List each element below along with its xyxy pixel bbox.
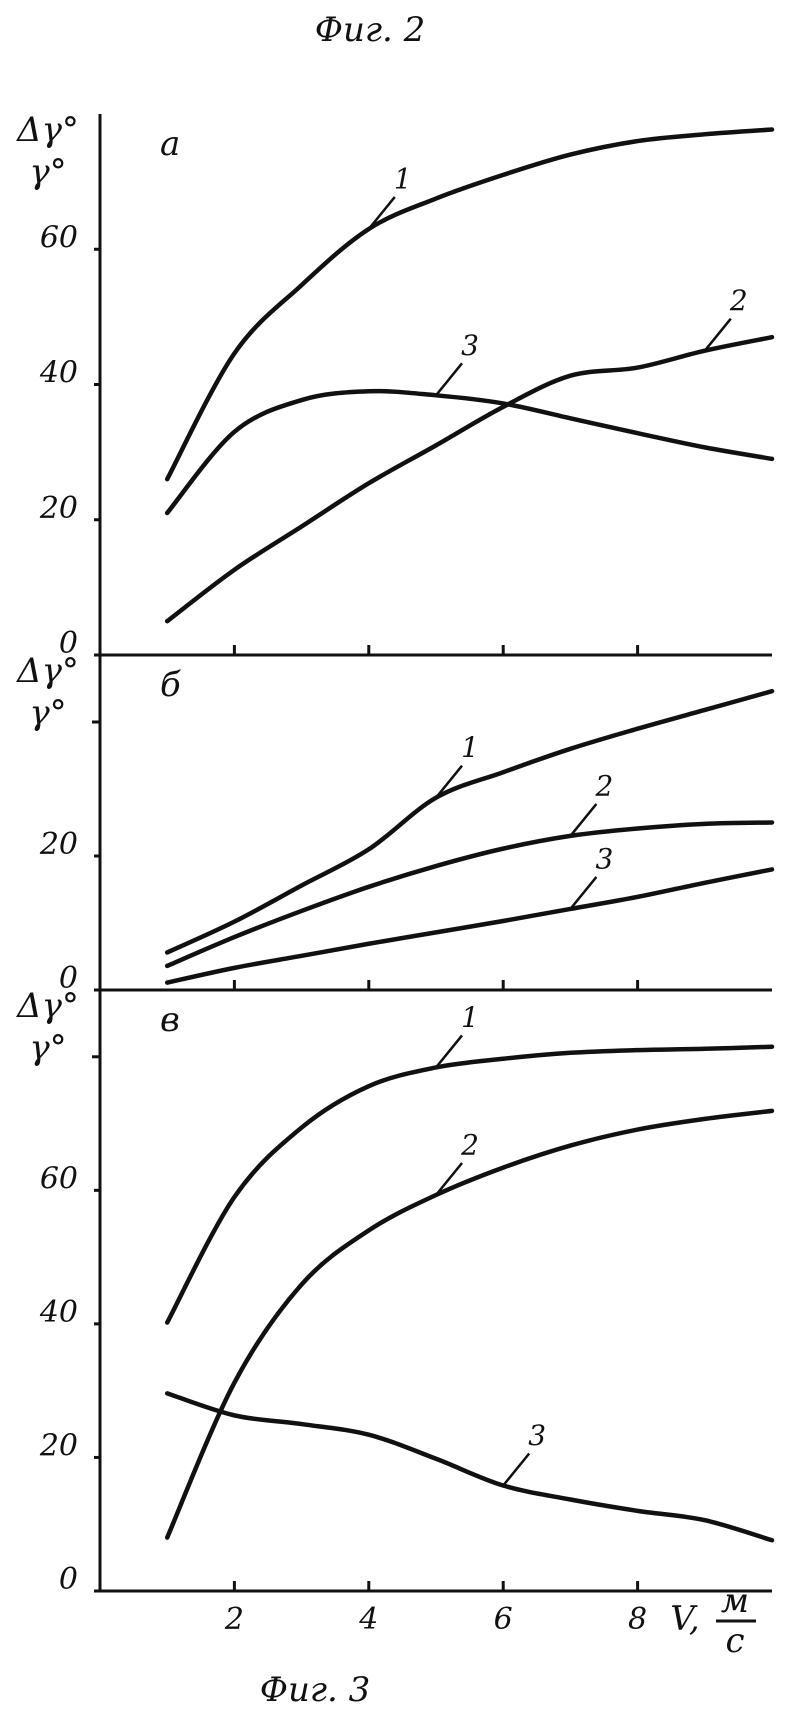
y-tick-label: 20 — [39, 1428, 78, 1463]
x-tick-label: 6 — [494, 1602, 513, 1637]
curve-label: 2 — [594, 769, 613, 802]
x-tick-label: 8 — [628, 1602, 647, 1637]
x-unit-num: м — [721, 1581, 749, 1621]
leader-line — [436, 363, 462, 395]
y-axis-label: γ° — [29, 152, 66, 192]
curve-label: 3 — [461, 329, 479, 362]
curve — [167, 823, 772, 966]
curve-label: 3 — [595, 842, 613, 875]
curve — [167, 1047, 772, 1323]
curve-label: 1 — [461, 1001, 479, 1034]
x-unit-den: с — [725, 1621, 744, 1661]
leader-line — [503, 1453, 529, 1485]
figure-caption: Фиг. 3 — [260, 1670, 371, 1710]
y-tick-label: 60 — [40, 1161, 78, 1196]
x-axis-label: V, — [670, 1599, 699, 1639]
y-tick-label: 20 — [39, 491, 78, 526]
y-tick-label: 20 — [39, 827, 78, 862]
y-tick-label: 40 — [39, 356, 78, 391]
y-tick-label: 60 — [40, 220, 78, 255]
figure-title: Фиг. 2 — [315, 10, 426, 50]
x-tick-label: 2 — [224, 1602, 244, 1637]
curve-label: 2 — [729, 284, 748, 317]
curve-label: 1 — [394, 162, 412, 195]
y-axis-label: γ° — [29, 693, 66, 733]
leader-line — [369, 197, 395, 229]
panel-label: в — [160, 1000, 180, 1040]
panel-label: а — [160, 124, 180, 164]
y-axis-label: Δγ° — [15, 110, 79, 150]
curve-label: 1 — [461, 731, 479, 764]
curve — [167, 391, 772, 513]
figure: Фиг. 2 Фиг. 3 аΔγ°γ°0204060123бΔγ°γ°0201… — [0, 0, 800, 1718]
y-axis-label: γ° — [29, 1028, 66, 1068]
curve — [167, 1393, 772, 1540]
curve-label: 2 — [460, 1129, 479, 1162]
y-tick-label: 0 — [59, 1562, 78, 1597]
y-tick-label: 40 — [39, 1295, 78, 1330]
curve-label: 3 — [528, 1419, 546, 1452]
curve — [167, 337, 772, 621]
x-tick-label: 4 — [358, 1602, 378, 1637]
panel-label: б — [160, 665, 181, 705]
y-axis-label: Δγ° — [15, 651, 79, 691]
y-axis-label: Δγ° — [15, 986, 79, 1026]
